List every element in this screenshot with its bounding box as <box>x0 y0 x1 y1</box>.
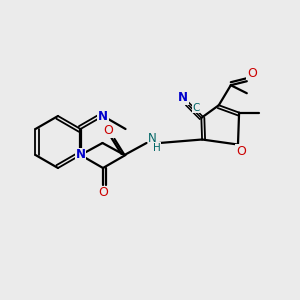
Text: C: C <box>193 103 200 113</box>
Text: N: N <box>178 91 188 104</box>
Text: O: O <box>98 187 108 200</box>
Text: N: N <box>98 110 108 122</box>
Text: O: O <box>103 124 113 137</box>
Text: N: N <box>148 133 157 146</box>
Text: H: H <box>153 143 160 153</box>
Text: O: O <box>247 67 257 80</box>
Text: O: O <box>236 145 246 158</box>
Text: N: N <box>76 148 85 161</box>
